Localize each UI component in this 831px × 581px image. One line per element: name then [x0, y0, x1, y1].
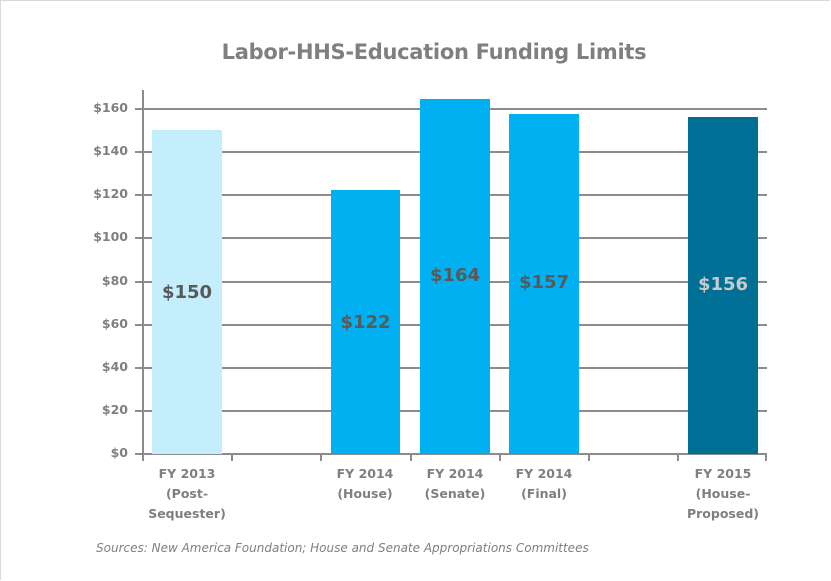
x-label-line: (House) [337, 486, 393, 501]
y-axis-line [142, 90, 144, 456]
y-tick [135, 324, 142, 326]
y-axis-label: $100 [93, 229, 128, 244]
x-tick [765, 454, 767, 461]
x-tick [499, 454, 501, 461]
bar-fy2015-house-proposed: $156 [688, 117, 758, 454]
x-label-line: (Senate) [424, 486, 486, 501]
y-tick [135, 453, 142, 455]
x-label-line: FY 2014 [515, 466, 573, 481]
y-axis-label: $140 [93, 143, 128, 158]
x-label-line: Proposed) [686, 506, 760, 521]
y-axis-label: $80 [101, 273, 128, 288]
y-axis-label: $160 [93, 100, 128, 115]
x-tick [142, 454, 144, 461]
y-tick [135, 410, 142, 412]
x-tick [588, 454, 590, 461]
x-tick [320, 454, 322, 461]
y-axis-label: $0 [110, 445, 128, 460]
y-tick [135, 108, 142, 110]
y-tick [135, 367, 142, 369]
bar-fy2014-senate: $164 [420, 99, 490, 454]
bar-value-label: $164 [429, 265, 481, 286]
plot-area: $160 $140 $120 $100 $80 $60 $40 $20 $0 $… [93, 90, 767, 461]
x-axis-label-fy2014-final: FY 2014 (Final) [499, 464, 589, 504]
x-tick [231, 454, 233, 461]
x-label-line: FY 2013 [158, 466, 216, 481]
x-label-line: FY 2015 [694, 466, 752, 481]
x-tick [677, 454, 679, 461]
y-axis-label: $40 [101, 359, 128, 374]
x-axis-label-fy2013: FY 2013 (Post- Sequester) [142, 464, 232, 524]
chart-title: Labor-HHS-Education Funding Limits [221, 40, 647, 64]
bar-fy2013-post-sequester: $150 [152, 130, 222, 454]
x-label-line: (Final) [521, 486, 567, 501]
y-tick [135, 281, 142, 283]
x-label-line: (Post- [165, 486, 209, 501]
y-axis-label: $20 [101, 402, 128, 417]
x-label-line: FY 2014 [336, 466, 394, 481]
x-label-line: Sequester) [148, 506, 226, 521]
bar-fy2014-house: $122 [331, 190, 400, 454]
y-tick [135, 237, 142, 239]
y-tick [135, 194, 142, 196]
y-axis-label: $60 [101, 316, 128, 331]
x-tick [410, 454, 412, 461]
bar-value-label: $157 [518, 272, 570, 293]
y-axis-label: $120 [93, 186, 128, 201]
x-label-line: (House- [695, 486, 751, 501]
x-axis-label-fy2014-senate: FY 2014 (Senate) [410, 464, 500, 504]
x-axis-label-fy2015: FY 2015 (House- Proposed) [678, 464, 768, 524]
x-axis-line [142, 453, 767, 455]
x-axis-label-fy2014-house: FY 2014 (House) [320, 464, 410, 504]
y-tick [135, 151, 142, 153]
bar-fy2014-final: $157 [509, 114, 579, 454]
source-note: Sources: New America Foundation; House a… [96, 541, 589, 555]
bar-value-label: $156 [697, 274, 749, 295]
x-label-line: FY 2014 [426, 466, 484, 481]
bar-value-label: $150 [161, 282, 213, 303]
bar-value-label: $122 [340, 312, 391, 333]
